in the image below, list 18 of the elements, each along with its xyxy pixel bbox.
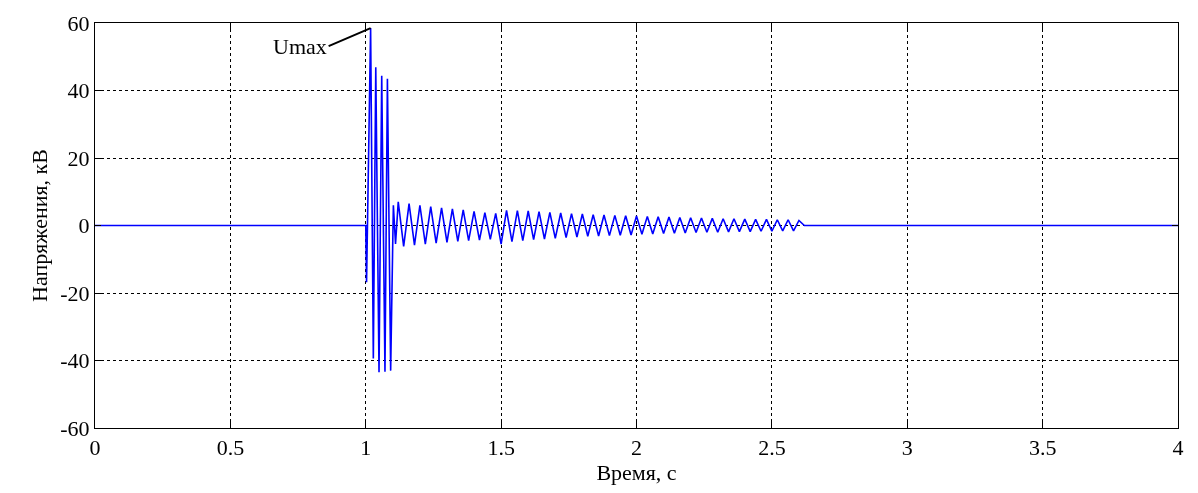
y-tick-label: -40 (60, 348, 90, 374)
x-tick-label: 4 (1172, 435, 1184, 461)
y-axis-title: Напряжения, кВ (27, 149, 53, 302)
y-tick-label: 40 (67, 78, 90, 104)
annotation: Umax (273, 34, 327, 59)
x-tick-label: 2 (631, 435, 642, 461)
x-tick-label: 3 (901, 435, 913, 461)
y-tick-label: 20 (67, 145, 90, 171)
x-axis-title: Время, с (596, 460, 677, 486)
x-tick-label: 3.5 (1028, 435, 1057, 461)
y-tick-label: 0 (78, 213, 90, 239)
y-tick-label: 60 (67, 10, 90, 36)
y-tick-label: -60 (60, 415, 90, 441)
x-tick-label: 1 (360, 435, 372, 461)
x-tick-label: 0.5 (216, 435, 245, 461)
y-tick-label: -20 (60, 280, 90, 306)
x-tick-label: 1.5 (487, 435, 515, 461)
x-tick-label: 2.5 (758, 435, 786, 461)
